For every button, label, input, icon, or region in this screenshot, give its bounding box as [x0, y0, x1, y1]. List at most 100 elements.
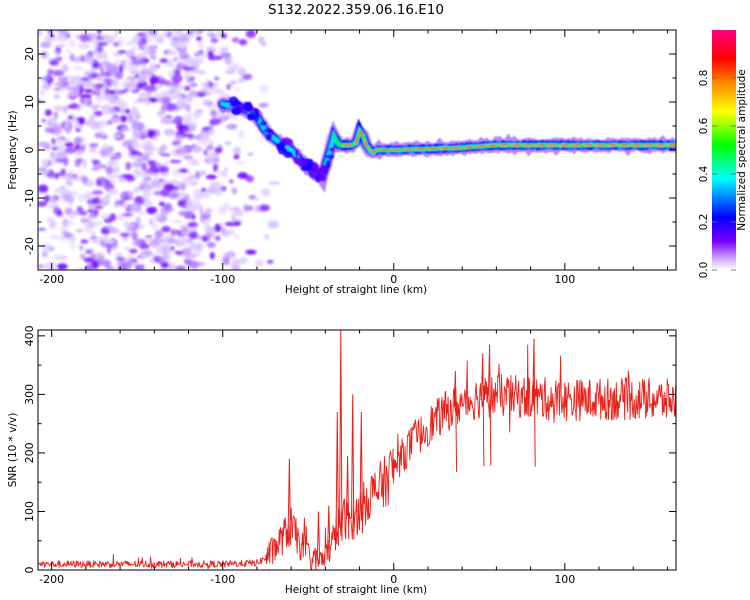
noise-blob — [85, 263, 93, 270]
spectrogram-ytick-label: -20 — [23, 237, 36, 255]
noise-blob — [206, 226, 217, 235]
noise-blob — [179, 192, 185, 201]
noise-blob — [187, 69, 196, 75]
noise-blob — [203, 193, 211, 199]
spectrogram-xtick-label: -200 — [39, 273, 64, 286]
noise-blob — [170, 229, 176, 237]
noise-blob — [54, 254, 61, 261]
noise-blob — [200, 53, 209, 58]
noise-blob — [222, 257, 230, 266]
noise-blob — [232, 258, 241, 267]
noise-blob — [233, 234, 239, 239]
noise-blob — [141, 153, 150, 162]
noise-blob — [51, 122, 63, 132]
snr-xtick-label: -100 — [210, 573, 235, 586]
noise-blob — [131, 122, 142, 130]
noise-blob — [169, 262, 177, 267]
noise-blob — [269, 181, 281, 185]
noise-blob — [93, 110, 104, 117]
noise-blob — [242, 73, 253, 81]
noise-blob — [214, 147, 223, 154]
noise-blob — [229, 179, 234, 184]
noise-blob — [160, 90, 166, 95]
noise-blob — [165, 62, 175, 67]
noise-blob — [259, 84, 270, 94]
noise-blob — [119, 232, 131, 238]
noise-blob — [77, 117, 86, 125]
noise-blob — [133, 171, 140, 178]
noise-blob — [49, 196, 56, 203]
noise-blob — [148, 131, 155, 139]
noise-blob — [184, 34, 196, 38]
noise-blob — [79, 76, 90, 82]
noise-blob — [213, 163, 218, 173]
noise-blob — [89, 67, 96, 73]
noise-blob — [40, 41, 51, 49]
snr-spike — [335, 411, 339, 546]
track-blob — [297, 156, 302, 167]
noise-blob — [162, 96, 171, 104]
noise-blob — [62, 105, 68, 114]
noise-blob — [87, 54, 93, 63]
noise-blob — [73, 66, 84, 71]
noise-blob — [160, 261, 170, 269]
noise-blob — [221, 47, 229, 52]
noise-blob — [187, 111, 193, 117]
noise-blob — [126, 81, 137, 88]
snr-ytick-label: 100 — [23, 501, 36, 522]
noise-blob — [130, 231, 138, 239]
colorbar-tick-label: 0.8 — [698, 70, 710, 87]
noise-blob — [181, 198, 187, 207]
noise-blob — [144, 99, 151, 106]
noise-blob — [243, 206, 249, 213]
noise-blob — [91, 106, 99, 111]
noise-blob — [153, 190, 165, 196]
noise-blob — [173, 69, 181, 76]
noise-blob — [87, 209, 94, 213]
noise-blob — [139, 211, 147, 215]
noise-blob — [134, 74, 139, 78]
noise-blob — [221, 169, 228, 178]
noise-blob — [175, 149, 187, 157]
colorbar-axis: 0.0 0.2 0.4 0.6 0.8 — [698, 70, 736, 278]
noise-blob — [51, 147, 59, 151]
noise-blob — [95, 88, 101, 98]
noise-blob — [184, 58, 196, 67]
noise-blob — [60, 185, 66, 190]
noise-blob — [137, 79, 146, 83]
noise-blob — [185, 38, 190, 45]
noise-blob — [101, 260, 112, 267]
snr-spike — [339, 330, 343, 541]
noise-blob — [189, 260, 199, 270]
noise-blob — [40, 51, 49, 59]
noise-blob — [88, 203, 96, 209]
snr-spike — [453, 370, 458, 473]
noise-blob — [188, 231, 199, 240]
noise-blob — [61, 63, 69, 73]
noise-blob — [109, 180, 116, 184]
noise-blob — [193, 188, 202, 198]
noise-blob — [186, 170, 192, 175]
noise-blob — [117, 213, 126, 221]
noise-blob — [54, 187, 63, 194]
track-blob — [304, 164, 313, 169]
spectrogram-xlabel: Height of straight line (km) — [285, 284, 427, 296]
noise-blob — [215, 235, 221, 241]
noise-blob — [166, 103, 178, 111]
noise-blob — [53, 82, 66, 86]
noise-blob — [136, 32, 146, 37]
noise-blob — [173, 139, 182, 145]
noise-blob — [236, 161, 245, 165]
noise-blob — [139, 243, 150, 250]
noise-blob — [224, 221, 237, 227]
noise-blob — [197, 262, 206, 266]
noise-blob — [85, 249, 93, 255]
noise-blob — [136, 224, 146, 228]
noise-blob — [169, 159, 182, 164]
noise-blob — [48, 234, 59, 239]
noise-blob — [233, 209, 244, 217]
noise-blob — [73, 173, 78, 179]
snr-ytick-label: 0 — [23, 567, 36, 574]
noise-blob — [55, 151, 68, 159]
noise-blob — [61, 230, 69, 234]
